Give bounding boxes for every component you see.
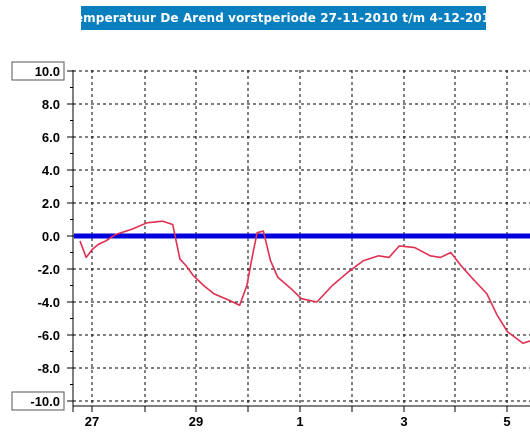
- axes: [67, 70, 530, 412]
- y-range-label-box: [11, 391, 65, 411]
- y-tick-label: -4.0: [38, 295, 60, 310]
- y-range-label-box: [11, 61, 65, 81]
- y-tick-label: 4.0: [42, 163, 60, 178]
- x-tick-label: 5: [503, 414, 510, 429]
- temperature-series-line: [79, 220, 530, 345]
- y-tick-label: 10.0: [35, 64, 60, 79]
- y-tick-label: -2.0: [38, 262, 60, 277]
- x-tick-label: 1: [296, 414, 303, 429]
- y-tick-label: -10.0: [30, 394, 60, 409]
- y-tick-labels: 10.0 8.0 6.0 4.0 2.0 0.0 -2.0 -4.0 -6.0 -8.0 -10.0: [11, 61, 65, 411]
- x-tick-labels: 27 29 1 3 5: [85, 414, 511, 429]
- x-tick-label: 29: [189, 414, 203, 429]
- y-tick-label: -6.0: [38, 328, 60, 343]
- x-tick-label: 3: [400, 414, 407, 429]
- y-tick-label: 2.0: [42, 196, 60, 211]
- y-tick-label: 0.0: [42, 229, 60, 244]
- y-tick-label: 8.0: [42, 97, 60, 112]
- chart-title: Temperatuur De Arend vorstperiode 27-11-…: [68, 6, 499, 30]
- series-layer: [79, 220, 530, 345]
- y-tick-label: -8.0: [38, 361, 60, 376]
- x-tick-label: 27: [85, 414, 99, 429]
- y-tick-label: 6.0: [42, 130, 60, 145]
